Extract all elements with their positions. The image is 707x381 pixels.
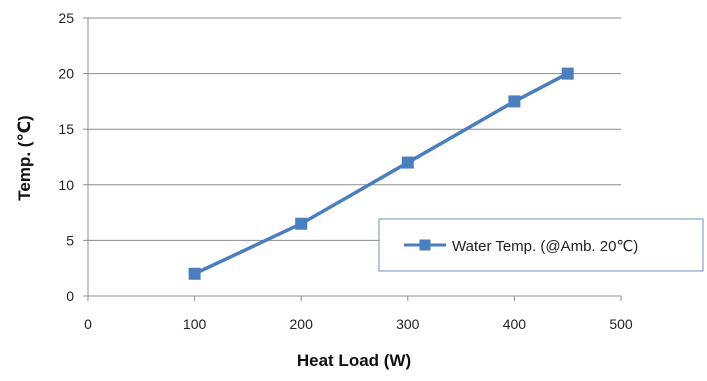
x-tick-label: 500 [609,316,633,332]
x-tick-label: 200 [290,316,314,332]
tick-labels: 0 5 10 15 20 25 0 100 200 300 400 500 [58,10,632,332]
x-axis-title: Heat Load (W) [297,351,411,370]
x-tick-label: 100 [183,316,207,332]
data-point-marker [188,267,201,280]
data-point-marker [561,67,574,80]
series-layer [188,67,574,280]
x-tick-label: 400 [503,316,527,332]
data-point-marker [401,156,414,169]
y-tick-label: 10 [58,177,74,193]
y-tick-label: 0 [66,288,74,304]
legend-marker [419,239,431,251]
y-tick-label: 5 [66,232,74,248]
data-point-marker [295,217,308,230]
axes [83,17,622,301]
y-tick-label: 25 [58,10,74,26]
data-point-marker [508,95,521,108]
y-tick-label: 15 [58,121,74,137]
legend-label: Water Temp. (@Amb. 20℃) [452,238,638,255]
y-axis-title: Temp. (℃) [15,115,34,200]
gridlines [88,17,621,241]
x-tick-label: 300 [396,316,420,332]
x-tick-label: 0 [84,316,92,332]
legend: Water Temp. (@Amb. 20℃) [378,218,704,272]
y-tick-label: 20 [58,66,74,82]
